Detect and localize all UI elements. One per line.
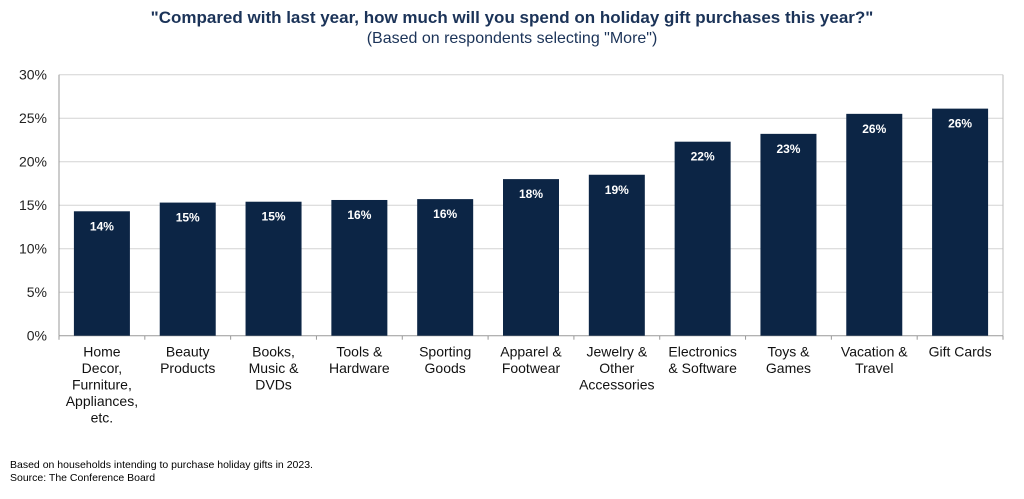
footnote: Based on households intending to purchas…: [10, 459, 313, 471]
bar: [846, 113, 903, 336]
data-label: 23%: [776, 142, 800, 156]
y-tick-label: 20%: [19, 154, 47, 170]
x-category-label: Apparel & Footwear: [500, 344, 562, 377]
data-label: 16%: [347, 208, 371, 222]
y-tick-label: 25%: [19, 110, 47, 126]
y-tick-label: 30%: [19, 67, 47, 83]
bar: [331, 199, 388, 336]
data-label: 26%: [862, 122, 886, 136]
x-category-label: Tools & Hardware: [329, 344, 390, 377]
bar: [73, 211, 130, 336]
data-label: 15%: [262, 210, 286, 224]
x-category-label: Beauty Products: [160, 344, 215, 377]
data-label: 16%: [433, 207, 457, 221]
x-category-label: Home Decor, Furniture, Appliances, etc.: [66, 344, 138, 426]
data-label: 18%: [519, 187, 543, 201]
bar: [503, 179, 559, 336]
bar: [760, 133, 817, 336]
x-category-label: Vacation & Travel: [841, 344, 908, 377]
chart-subtitle: (Based on respondents selecting "More"): [366, 30, 658, 47]
y-tick-label: 10%: [19, 241, 47, 257]
bar: [417, 199, 474, 336]
x-category-label: Books, Music & DVDs: [249, 344, 299, 393]
x-category-label: Sporting Goods: [419, 344, 471, 377]
x-category-label: Electronics & Software: [668, 344, 737, 377]
bar: [159, 202, 216, 336]
x-category-label: Jewelry & Other Accessories: [579, 344, 654, 393]
bar: [588, 174, 645, 336]
data-label: 19%: [605, 183, 629, 197]
y-tick-label: 0%: [27, 328, 47, 344]
x-category-label: Toys & Games: [766, 344, 811, 377]
data-label: 14%: [90, 219, 114, 233]
bar: [245, 201, 302, 336]
bar: [674, 141, 731, 336]
y-tick-label: 5%: [27, 284, 47, 300]
source-note: Source: The Conference Board: [10, 472, 156, 484]
data-label: 15%: [176, 211, 200, 225]
data-label: 26%: [948, 117, 972, 131]
data-label: 22%: [691, 150, 715, 164]
x-category-label: Gift Cards: [929, 344, 992, 360]
bar: [932, 108, 989, 336]
y-tick-label: 15%: [19, 197, 47, 213]
chart-title: "Compared with last year, how much will …: [150, 8, 874, 27]
